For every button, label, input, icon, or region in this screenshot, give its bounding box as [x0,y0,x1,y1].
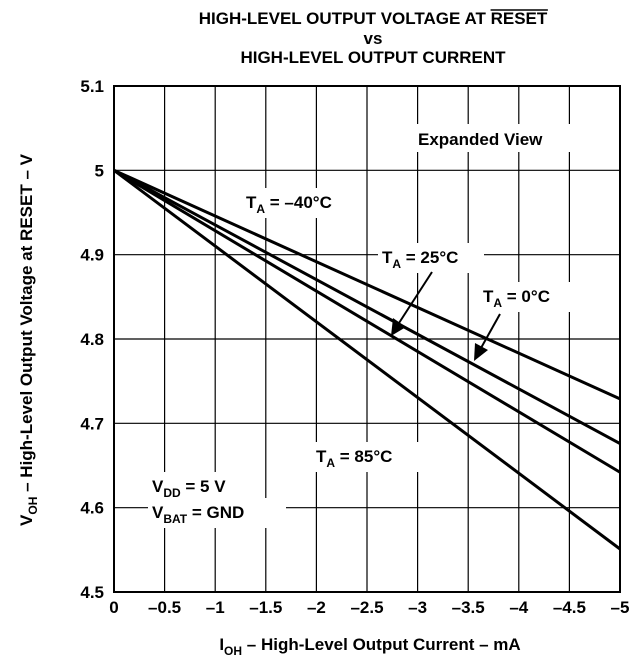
x-tick-label: –0.5 [148,598,181,617]
annotation-ta-0: TA = 0°C [479,282,571,312]
x-tick-labels: 0 –0.5 –1 –1.5 –2 –2.5 –3 –3.5 –4 –4.5 –5 [109,598,629,617]
y-tick-label: 5.1 [80,77,104,96]
title-overlined-text: RESET [491,9,548,28]
series-line [113,168,621,401]
y-tick-label: 4.7 [80,414,104,433]
x-axis-label: IOH – High-Level Output Current – mA [219,635,520,658]
svg-text:VBAT = GND: VBAT = GND [152,503,244,526]
x-tick-label: –2.5 [350,598,383,617]
annotation-ta-85: TA = 85°C [312,442,422,472]
y-tick-label: 4.5 [80,583,104,602]
annotation-vdd: VDD = 5 V [148,472,246,502]
x-tick-label: –1 [206,598,225,617]
y-tick-labels: 4.5 4.6 4.7 4.8 4.9 5 5.1 [80,77,104,602]
svg-text:TA = 0°C: TA = 0°C [483,287,550,310]
x-tick-label: –3 [408,598,427,617]
y-axis-label: VOH – High-Level Output Voltage at RESET… [17,153,40,526]
title-line-1: HIGH-LEVEL OUTPUT VOLTAGE AT RESET [199,9,548,28]
x-tick-label: –3.5 [452,598,485,617]
x-tick-label: –5 [611,598,630,617]
svg-text:Expanded View: Expanded View [418,130,543,149]
chart-title: HIGH-LEVEL OUTPUT VOLTAGE AT RESET vs HI… [199,9,548,67]
y-tick-label: 4.8 [80,330,104,349]
svg-text:TA = 25°C: TA = 25°C [382,248,458,271]
annotation-ta-25: TA = 25°C [378,243,484,273]
annotation-ta-minus40: TA = –40°C [242,188,360,218]
series-line [113,169,621,445]
series-line [113,169,621,474]
svg-text:VDD = 5 V: VDD = 5 V [152,477,226,500]
x-tick-label: –4.5 [553,598,586,617]
title-line-2: vs [364,29,383,48]
series-line [113,169,621,551]
arrow-ta-25 [391,271,433,336]
svg-text:TA = 85°C: TA = 85°C [316,447,392,470]
y-tick-label: 4.9 [80,246,104,265]
svg-text:TA = –40°C: TA = –40°C [246,193,332,216]
plot-frame [113,85,621,593]
y-tick-label: 4.6 [80,499,104,518]
y-tick-label: 5 [95,161,104,180]
arrow-ta-0 [474,313,501,361]
annotation-expanded-view: Expanded View [412,124,576,152]
series-lines [113,168,621,551]
x-tick-label: –2 [307,598,326,617]
x-tick-label: –4 [509,598,528,617]
x-tick-label: 0 [109,598,118,617]
annotation-vbat: VBAT = GND [148,498,286,528]
title-line-3: HIGH-LEVEL OUTPUT CURRENT [240,48,506,67]
x-tick-label: –1.5 [249,598,282,617]
